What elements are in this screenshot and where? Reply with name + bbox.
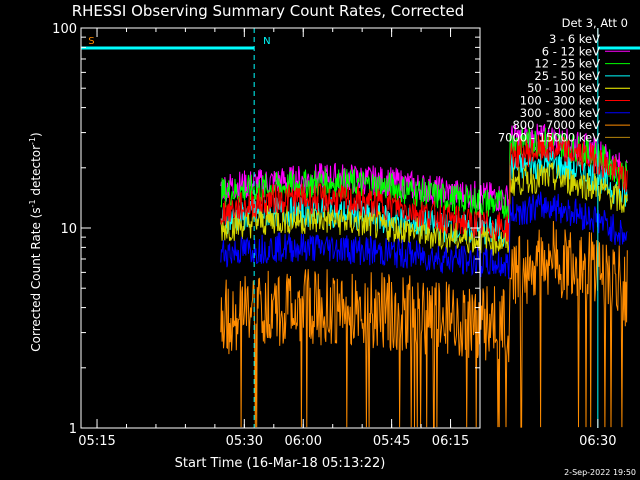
y-axis-label: Corrected Count Rate (s-1 detector-1)	[28, 132, 43, 351]
y-tick-label-1: 1	[69, 422, 77, 437]
legend-label-8: 7000 - 15000 keV	[498, 130, 600, 144]
y-axis-label-mid: detector	[29, 145, 43, 200]
generated-timestamp: 2-Sep-2022 19:50	[564, 468, 636, 477]
y-tick-label-100: 100	[52, 22, 77, 37]
legend-label-2: 12 - 25 keV	[534, 57, 600, 71]
series-line-100-300keV	[220, 133, 628, 242]
x-tick-label-0545: 05:45	[373, 434, 410, 449]
x-tick-label-0600: 06:00	[285, 434, 322, 449]
series-line-800-7000keV	[220, 220, 628, 428]
x-tick-label-0630: 06:30	[579, 434, 616, 449]
legend-label-7: 800 - 7000 keV	[512, 118, 600, 132]
flag-label-S: S	[88, 36, 94, 47]
x-tick-label-0515: 05:15	[78, 434, 115, 449]
y-tick-label-10: 10	[60, 222, 77, 237]
legend-header: Det 3, Att 0	[562, 16, 628, 30]
flag-label-N: N	[263, 36, 270, 47]
plot-area: SN11010005:1505:3005:4506:0006:1506:3006…	[52, 22, 640, 449]
series-line-50-100keV	[220, 162, 628, 256]
legend-label-6: 300 - 800 keV	[520, 106, 600, 120]
y-axis-label-sup2: -1	[28, 137, 37, 145]
y-axis-label-main: Corrected Count Rate (s	[29, 207, 43, 351]
legend-label-5: 100 - 300 keV	[520, 94, 600, 108]
legend-label-1: 6 - 12 keV	[542, 44, 600, 58]
x-tick-label-0615: 06:15	[432, 434, 469, 449]
y-axis-label-sup1: -1	[28, 199, 37, 207]
x-tick-label-0530: 05:30	[226, 434, 263, 449]
series-line-300-800keV	[220, 191, 628, 280]
legend-label-0: 3 - 6 keV	[549, 32, 600, 46]
legend-label-3: 25 - 50 keV	[534, 69, 600, 83]
y-axis-label-end: )	[29, 132, 43, 137]
legend-label-4: 50 - 100 keV	[527, 81, 600, 95]
chart-title: RHESSI Observing Summary Count Rates, Co…	[72, 2, 465, 20]
x-axis-label: Start Time (16-Mar-18 05:13:22)	[175, 456, 386, 471]
